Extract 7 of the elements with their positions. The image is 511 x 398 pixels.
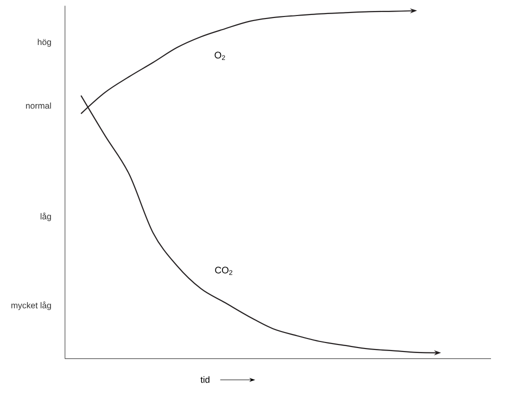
series-label: O$_{2}$ xyxy=(214,52,226,60)
text: CO$_{2}$ xyxy=(215,266,232,275)
x-axis-title: tid xyxy=(200,376,210,383)
text: hög xyxy=(38,38,51,47)
text: normal xyxy=(26,102,51,109)
text: låg xyxy=(40,212,51,222)
text: mycket låg xyxy=(11,301,51,310)
